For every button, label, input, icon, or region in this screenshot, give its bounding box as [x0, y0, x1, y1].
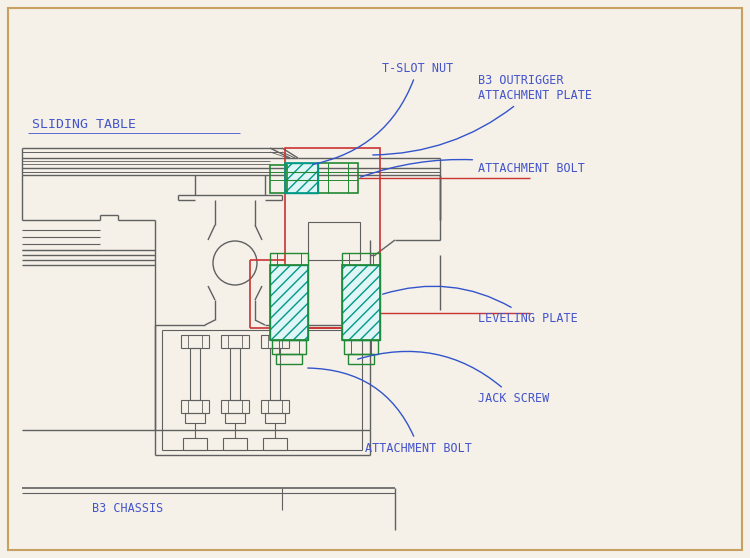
Text: ATTACHMENT BOLT: ATTACHMENT BOLT — [361, 160, 585, 177]
Bar — [221, 400, 249, 413]
Bar — [348, 354, 374, 364]
Bar — [181, 400, 209, 413]
Bar — [270, 348, 280, 400]
Bar — [225, 413, 245, 423]
Bar — [270, 265, 308, 340]
Text: ATTACHMENT BOLT: ATTACHMENT BOLT — [308, 368, 472, 455]
Text: B3 CHASSIS: B3 CHASSIS — [92, 502, 164, 514]
Bar — [265, 413, 285, 423]
Bar — [261, 400, 289, 413]
Text: B3 OUTRIGGER
ATTACHMENT PLATE: B3 OUTRIGGER ATTACHMENT PLATE — [373, 74, 592, 155]
Bar — [272, 340, 306, 354]
Bar — [261, 335, 289, 348]
Bar — [270, 165, 287, 193]
Bar — [221, 335, 249, 348]
Bar — [342, 265, 380, 340]
Bar — [344, 340, 378, 354]
Bar — [276, 354, 302, 364]
Bar — [342, 253, 380, 265]
Text: LEVELING PLATE: LEVELING PLATE — [382, 286, 578, 325]
Text: JACK SCREW: JACK SCREW — [358, 352, 549, 405]
Bar — [263, 438, 287, 450]
Bar — [270, 265, 308, 340]
Bar — [230, 348, 240, 400]
Bar — [223, 438, 247, 450]
Bar — [318, 163, 358, 193]
Bar — [183, 438, 207, 450]
Bar — [285, 163, 318, 193]
Bar — [285, 163, 318, 193]
Bar — [270, 253, 308, 265]
Bar — [190, 348, 200, 400]
Bar — [342, 265, 380, 340]
Bar — [181, 335, 209, 348]
Bar — [185, 413, 205, 423]
Bar — [308, 222, 360, 260]
Bar — [285, 148, 380, 328]
Text: SLIDING TABLE: SLIDING TABLE — [32, 118, 136, 132]
Text: T-SLOT NUT: T-SLOT NUT — [313, 61, 453, 165]
